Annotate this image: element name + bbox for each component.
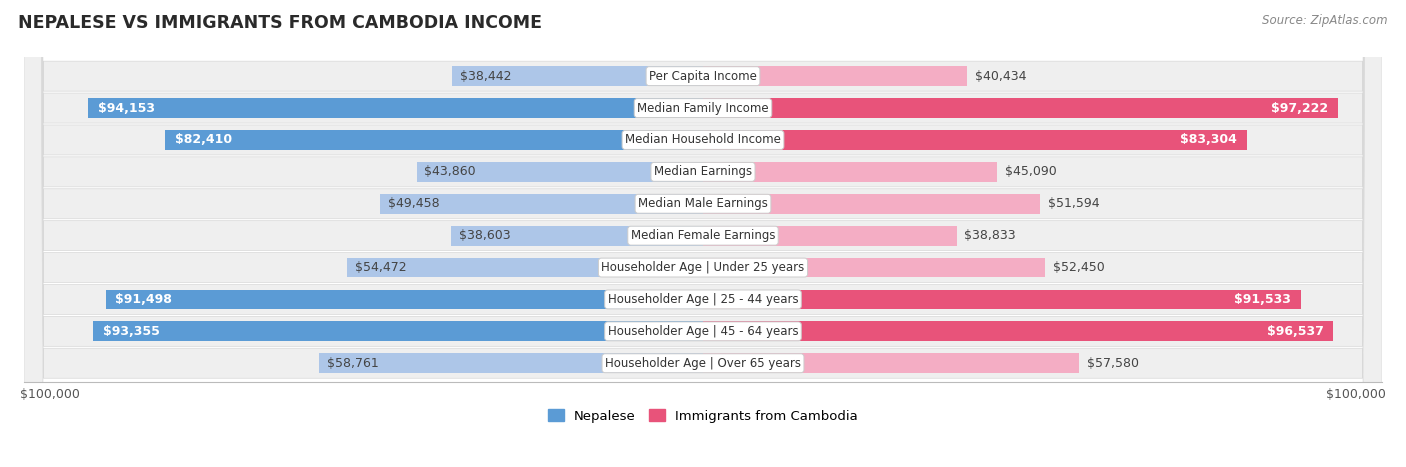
Bar bbox=[703, 354, 1078, 373]
Text: Median Family Income: Median Family Income bbox=[637, 101, 769, 114]
Text: Source: ZipAtlas.com: Source: ZipAtlas.com bbox=[1263, 14, 1388, 27]
Text: Median Earnings: Median Earnings bbox=[654, 165, 752, 178]
Bar bbox=[451, 66, 703, 86]
FancyBboxPatch shape bbox=[24, 0, 1382, 467]
Text: Per Capita Income: Per Capita Income bbox=[650, 70, 756, 83]
Text: $58,761: $58,761 bbox=[328, 357, 380, 370]
Bar bbox=[703, 226, 956, 246]
Text: Median Male Earnings: Median Male Earnings bbox=[638, 197, 768, 210]
Text: Householder Age | Over 65 years: Householder Age | Over 65 years bbox=[605, 357, 801, 370]
Text: $57,580: $57,580 bbox=[1087, 357, 1139, 370]
Bar bbox=[703, 194, 1040, 213]
Bar bbox=[380, 194, 703, 213]
Text: $49,458: $49,458 bbox=[388, 197, 440, 210]
Text: $93,355: $93,355 bbox=[103, 325, 160, 338]
Text: NEPALESE VS IMMIGRANTS FROM CAMBODIA INCOME: NEPALESE VS IMMIGRANTS FROM CAMBODIA INC… bbox=[18, 14, 543, 32]
Bar bbox=[165, 130, 703, 150]
Bar bbox=[319, 354, 703, 373]
Text: $96,537: $96,537 bbox=[1267, 325, 1323, 338]
Bar bbox=[105, 290, 703, 309]
Bar bbox=[347, 258, 703, 277]
Text: $43,860: $43,860 bbox=[425, 165, 477, 178]
Text: $91,533: $91,533 bbox=[1234, 293, 1291, 306]
Text: $82,410: $82,410 bbox=[174, 134, 232, 147]
FancyBboxPatch shape bbox=[24, 0, 1382, 467]
FancyBboxPatch shape bbox=[24, 0, 1382, 467]
Bar bbox=[416, 162, 703, 182]
FancyBboxPatch shape bbox=[24, 0, 1382, 467]
Text: $38,442: $38,442 bbox=[460, 70, 512, 83]
Bar bbox=[703, 321, 1333, 341]
Text: Median Household Income: Median Household Income bbox=[626, 134, 780, 147]
FancyBboxPatch shape bbox=[24, 0, 1382, 467]
Legend: Nepalese, Immigrants from Cambodia: Nepalese, Immigrants from Cambodia bbox=[543, 404, 863, 428]
Bar bbox=[703, 66, 967, 86]
Text: $97,222: $97,222 bbox=[1271, 101, 1329, 114]
Text: Householder Age | 25 - 44 years: Householder Age | 25 - 44 years bbox=[607, 293, 799, 306]
Text: Householder Age | 45 - 64 years: Householder Age | 45 - 64 years bbox=[607, 325, 799, 338]
Text: $38,833: $38,833 bbox=[965, 229, 1017, 242]
FancyBboxPatch shape bbox=[24, 0, 1382, 467]
Text: $45,090: $45,090 bbox=[1005, 165, 1057, 178]
Text: Householder Age | Under 25 years: Householder Age | Under 25 years bbox=[602, 261, 804, 274]
FancyBboxPatch shape bbox=[24, 0, 1382, 467]
Text: $52,450: $52,450 bbox=[1053, 261, 1105, 274]
FancyBboxPatch shape bbox=[24, 0, 1382, 467]
Bar bbox=[703, 130, 1247, 150]
Bar bbox=[89, 98, 703, 118]
Text: $51,594: $51,594 bbox=[1047, 197, 1099, 210]
Text: $91,498: $91,498 bbox=[115, 293, 173, 306]
Bar bbox=[703, 162, 997, 182]
Text: $38,603: $38,603 bbox=[458, 229, 510, 242]
Bar bbox=[93, 321, 703, 341]
FancyBboxPatch shape bbox=[24, 0, 1382, 467]
Text: $40,434: $40,434 bbox=[974, 70, 1026, 83]
Bar bbox=[451, 226, 703, 246]
FancyBboxPatch shape bbox=[24, 0, 1382, 467]
Bar bbox=[703, 98, 1337, 118]
Text: Median Female Earnings: Median Female Earnings bbox=[631, 229, 775, 242]
Bar bbox=[703, 258, 1046, 277]
Bar bbox=[703, 290, 1301, 309]
Text: $83,304: $83,304 bbox=[1180, 134, 1237, 147]
Text: $54,472: $54,472 bbox=[356, 261, 406, 274]
Text: $94,153: $94,153 bbox=[98, 101, 155, 114]
